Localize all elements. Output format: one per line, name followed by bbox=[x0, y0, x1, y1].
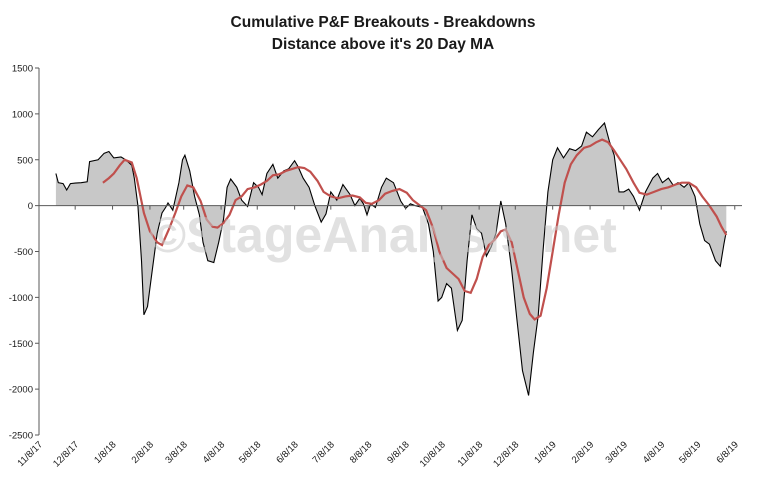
y-tick-label: -500 bbox=[14, 247, 33, 258]
y-tick-label: 1000 bbox=[12, 109, 33, 120]
y-tick-label: -2500 bbox=[9, 431, 33, 442]
y-tick-label: 1500 bbox=[12, 64, 33, 75]
watermark: ©StageAnalysis.net bbox=[149, 207, 617, 263]
chart-title: Cumulative P&F Breakouts - Breakdowns bbox=[231, 14, 536, 31]
plot-area bbox=[55, 121, 728, 396]
chart-subtitle: Distance above it's 20 Day MA bbox=[272, 36, 495, 53]
y-tick-label: -1000 bbox=[9, 293, 33, 304]
series-area-fill bbox=[55, 123, 727, 396]
y-tick-label: 500 bbox=[17, 155, 33, 166]
y-tick-label: -2000 bbox=[9, 385, 33, 396]
y-tick-label: 0 bbox=[28, 201, 33, 212]
y-tick-label: -1500 bbox=[9, 339, 33, 350]
moving-average-line bbox=[102, 138, 728, 321]
series-line bbox=[55, 121, 727, 396]
